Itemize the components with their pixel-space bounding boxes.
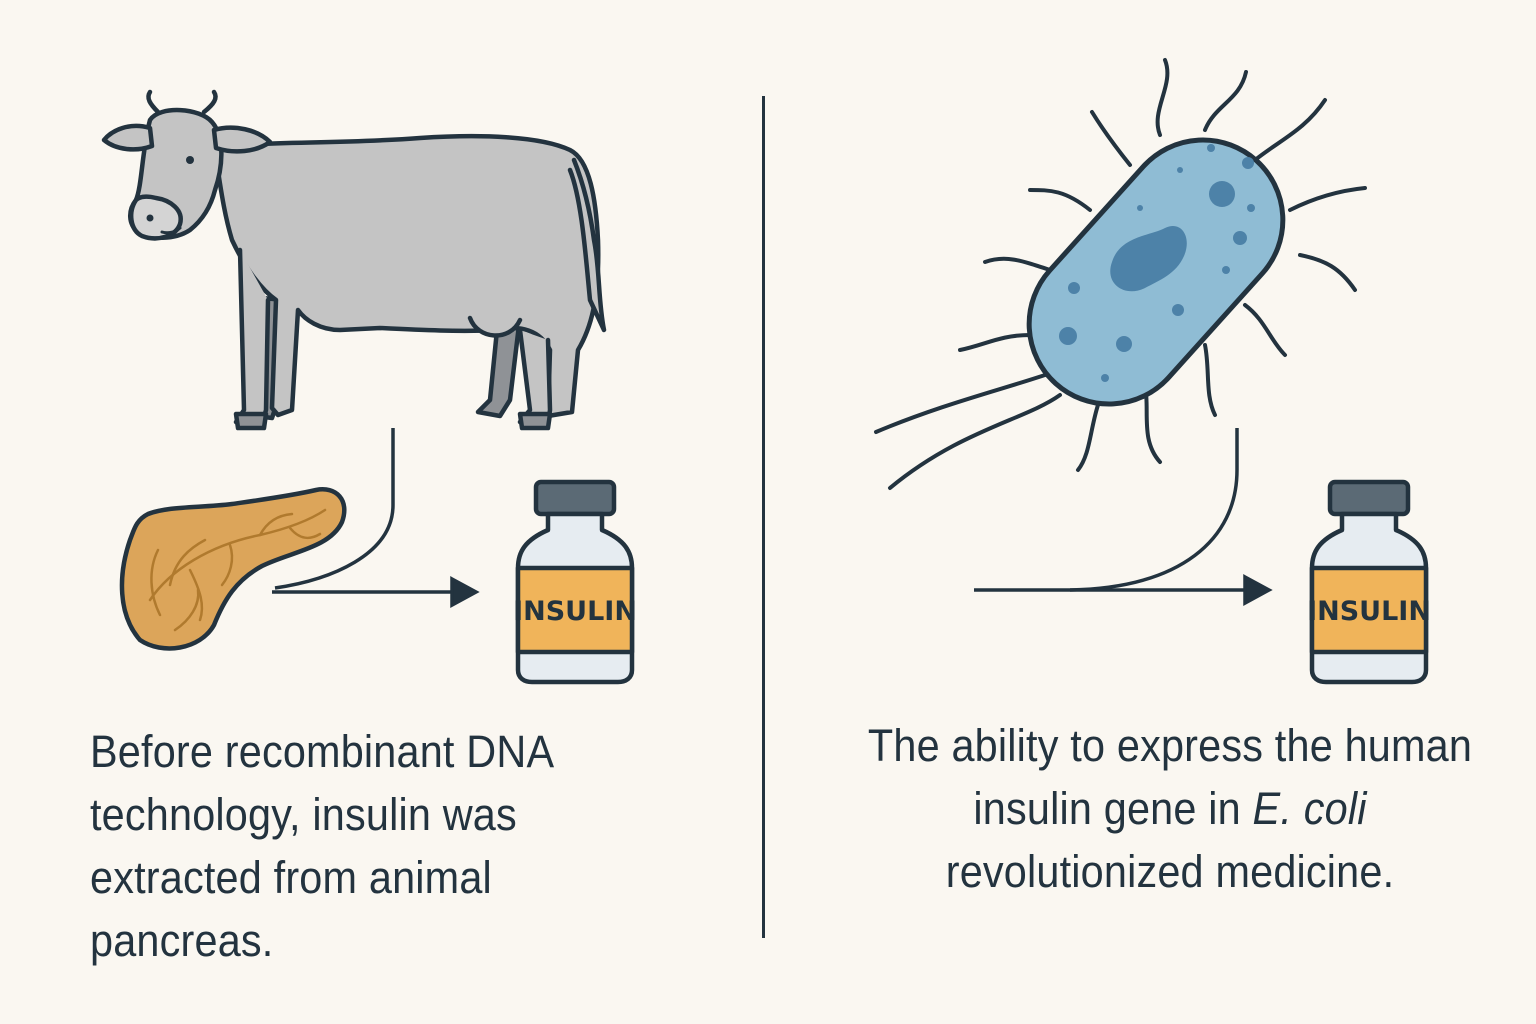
left-illustration: INSULIN [101,89,637,685]
right-caption: The ability to express the human insulin… [857,714,1483,903]
vial-label: INSULIN [1307,596,1431,627]
right-illustration: INSULIN [874,58,1431,685]
cow-icon [101,89,607,431]
pancreas-icon [119,487,347,651]
vial-label: INSULIN [513,596,637,627]
left-panel: INSULIN Before recombinant DNA technolog… [0,0,762,1024]
bacterium-icon [874,58,1367,490]
insulin-vial-icon: INSULIN [513,479,637,685]
panel-divider [762,96,765,938]
right-caption-text-2: revolutionized medicine. [945,846,1395,897]
right-caption-text-1: The ability to express the human insulin… [867,720,1473,834]
insulin-vial-icon: INSULIN [1307,479,1431,685]
arrow-icon [272,428,480,608]
right-panel: INSULIN [766,0,1536,1024]
right-caption-italic: E. coli [1252,783,1367,834]
arrow-icon [974,428,1273,606]
left-caption: Before recombinant DNA technology, insul… [90,726,552,966]
